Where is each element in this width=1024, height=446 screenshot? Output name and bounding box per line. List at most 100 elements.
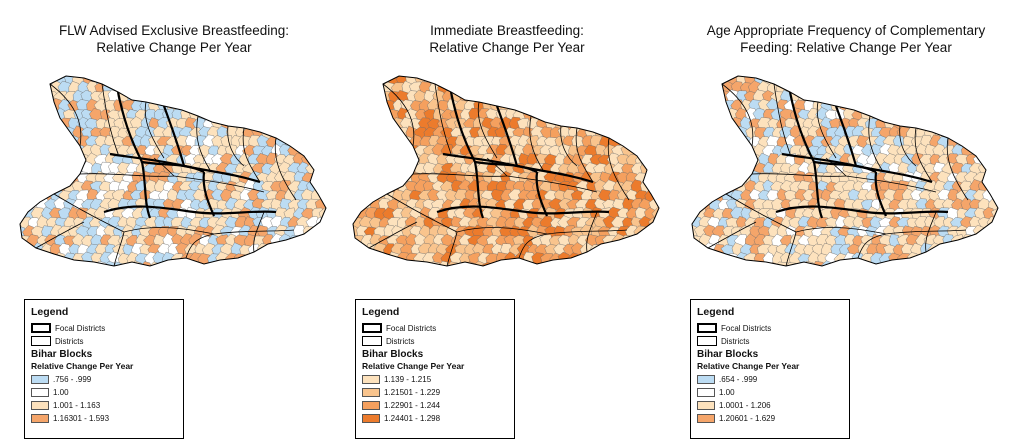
state-outline [352, 75, 660, 267]
map-title-line-1: FLW Advised Exclusive Breastfeeding: [58, 23, 290, 38]
legend-districts-label: Districts [721, 336, 750, 346]
map-panel-1: FLW Advised Exclusive Breastfeeding: Rel… [14, 0, 334, 446]
focal-district-boundary [202, 171, 216, 217]
district-boundary [885, 229, 967, 235]
district-boundary [412, 173, 508, 177]
focal-district-boundary [162, 105, 186, 167]
class-swatch-4 [697, 413, 715, 423]
class-swatch-1 [31, 374, 49, 384]
legend-blocks-heading: Bihar Blocks [362, 349, 424, 360]
district-boundary [113, 231, 125, 266]
district-boundary [53, 193, 125, 233]
district-boundary [751, 173, 847, 177]
district-boundary [518, 233, 548, 259]
district-boundary [456, 227, 548, 235]
focal-district-boundary [775, 205, 949, 215]
class-label-1: .654 - .999 [719, 374, 758, 384]
bihar-map [691, 75, 999, 267]
district-boundary [123, 227, 215, 235]
focal-district-boundary [535, 171, 549, 217]
district-boundary [213, 229, 295, 235]
map-title-line-2: Feeding: Relative Change Per Year [740, 40, 952, 55]
map-title-line-1: Immediate Breastfeeding: [430, 23, 584, 38]
class-swatch-1 [697, 374, 715, 384]
class-label-4: 1.20601 - 1.629 [719, 413, 776, 423]
legend-rcpy-heading: Relative Change Per Year [697, 361, 800, 371]
legend-focal-label: Focal Districts [55, 323, 106, 333]
district-boundary [274, 137, 297, 201]
district-boundary [227, 125, 245, 167]
district-boundary [560, 125, 578, 167]
map-title-line-1: Age Appropriate Frequency of Complementa… [706, 23, 986, 38]
district-boundary [785, 231, 797, 266]
district-swatch [362, 336, 382, 346]
district-boundary [434, 83, 452, 155]
class-swatch-4 [31, 413, 49, 423]
district-boundary [575, 127, 594, 183]
bihar-map [352, 75, 660, 267]
map-panel-3: Age Appropriate Frequency of Complementa… [686, 0, 1006, 446]
class-swatch-1 [362, 374, 380, 384]
state-outline [19, 75, 327, 267]
district-boundary [35, 221, 85, 249]
district-boundary [382, 83, 415, 147]
focal-district-boundary [473, 161, 485, 219]
legend-focal-label: Focal Districts [386, 323, 437, 333]
district-boundary [546, 229, 628, 235]
legend-title: Legend [31, 306, 69, 318]
focal-district-boundary [436, 205, 610, 215]
map-panel-2: Immediate Breastfeeding: Relative Change… [347, 0, 667, 446]
focal-district-boundary [834, 105, 858, 167]
class-label-3: 1.0001 - 1.206 [719, 400, 771, 410]
legend-districts-label: Districts [55, 336, 84, 346]
district-boundary [773, 83, 791, 155]
district-boundary [386, 193, 458, 233]
district-boundary [101, 83, 119, 155]
class-label-2: 1.00 [53, 387, 69, 397]
class-swatch-3 [362, 400, 380, 410]
class-swatch-3 [31, 400, 49, 410]
class-swatch-4 [362, 413, 380, 423]
district-boundary [946, 137, 969, 201]
district-swatch [31, 336, 51, 346]
focal-district-boundary [140, 161, 152, 219]
district-boundary [721, 83, 754, 147]
focal-district-boundary [874, 171, 888, 217]
district-boundary [446, 231, 458, 266]
class-label-3: 1.001 - 1.163 [53, 400, 101, 410]
district-boundary [242, 127, 261, 183]
district-boundary [506, 175, 598, 193]
district-boundary [477, 101, 498, 159]
district-boundary [607, 137, 630, 201]
district-boundary [586, 211, 598, 253]
legend-blocks-heading: Bihar Blocks [31, 349, 93, 360]
legend-rcpy-heading: Relative Change Per Year [362, 361, 465, 371]
class-label-4: 1.16301 - 1.593 [53, 413, 110, 423]
district-boundary [725, 193, 797, 233]
district-boundary [79, 173, 175, 177]
map-title: Immediate Breastfeeding: Relative Change… [347, 22, 667, 56]
district-boundary [857, 233, 887, 259]
legend-rcpy-heading: Relative Change Per Year [31, 361, 134, 371]
class-label-2: 1.21501 - 1.229 [384, 387, 441, 397]
focal-district-boundary [812, 161, 824, 219]
focal-district-boundary [495, 105, 519, 167]
district-boundary [368, 221, 418, 249]
district-boundary [868, 115, 883, 171]
class-swatch-2 [697, 387, 715, 397]
district-boundary [816, 101, 837, 159]
district-boundary [899, 125, 917, 167]
class-swatch-2 [31, 387, 49, 397]
map-title-line-2: Relative Change Per Year [96, 40, 252, 55]
class-label-1: .756 - .999 [53, 374, 92, 384]
class-label-4: 1.24401 - 1.298 [384, 413, 441, 423]
district-boundary [914, 127, 933, 183]
district-boundary [529, 115, 544, 171]
state-outline [691, 75, 999, 267]
focal-district-swatch [31, 323, 51, 333]
legend-box: Legend Focal Districts Districts Bihar B… [355, 299, 515, 439]
map-title: FLW Advised Exclusive Breastfeeding: Rel… [14, 22, 334, 56]
legend-box: Legend Focal Districts Districts Bihar B… [24, 299, 184, 439]
focal-district-swatch [697, 323, 717, 333]
focal-district-swatch [362, 323, 382, 333]
